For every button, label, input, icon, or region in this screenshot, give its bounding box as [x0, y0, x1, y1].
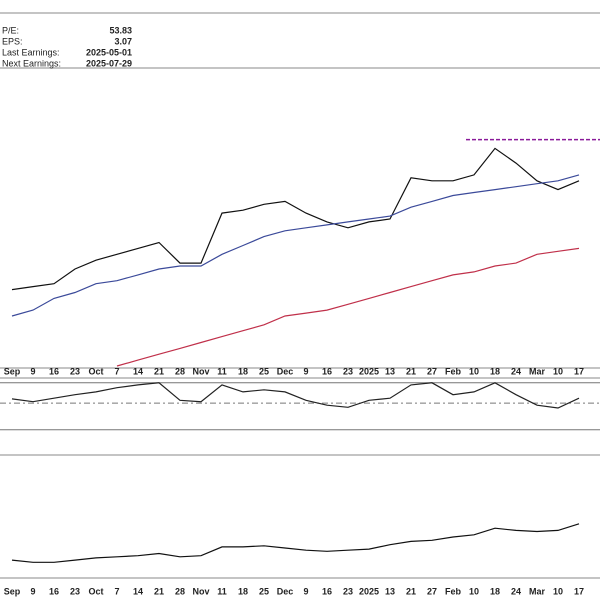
x-tick-label: 25	[259, 586, 269, 596]
x-tick-label: 18	[238, 586, 248, 596]
x-tick-label: 21	[154, 366, 164, 376]
x-tick-label: 25	[259, 366, 269, 376]
x-tick-label: 21	[406, 586, 416, 596]
x-tick-label: 10	[469, 586, 479, 596]
x-tick-label: 10	[553, 366, 563, 376]
x-tick-label: 18	[238, 366, 248, 376]
series-line	[11, 382, 580, 409]
info-label: EPS:	[2, 36, 23, 46]
x-tick-label: 9	[303, 586, 308, 596]
x-tick-label: Oct	[88, 586, 103, 596]
x-tick-label: Nov	[192, 586, 209, 596]
x-tick-label: 16	[322, 366, 332, 376]
x-tick-label: Mar	[529, 586, 546, 596]
x-tick-label: 11	[217, 366, 227, 376]
x-tick-label: 28	[175, 366, 185, 376]
x-tick-label: 23	[70, 366, 80, 376]
x-tick-label: 18	[490, 366, 500, 376]
info-value: 3.07	[114, 36, 132, 46]
x-tick-label: 9	[303, 366, 308, 376]
x-tick-label: 24	[511, 586, 521, 596]
x-tick-label: 7	[114, 366, 119, 376]
info-value: 53.83	[109, 25, 132, 35]
x-tick-label: 23	[70, 586, 80, 596]
x-tick-label: 18	[490, 586, 500, 596]
info-label: Last Earnings:	[2, 47, 60, 57]
x-tick-label: 14	[133, 366, 143, 376]
x-tick-label: Dec	[277, 366, 294, 376]
x-tick-label: 27	[427, 366, 437, 376]
series-line	[11, 523, 580, 563]
x-tick-label: 21	[406, 366, 416, 376]
x-tick-label: Feb	[445, 586, 462, 596]
series-line	[11, 174, 580, 317]
x-tick-label: 10	[469, 366, 479, 376]
x-tick-label: 28	[175, 586, 185, 596]
x-tick-label: Oct	[88, 366, 103, 376]
series-line	[116, 247, 580, 367]
x-tick-label: 27	[427, 586, 437, 596]
x-tick-label: Mar	[529, 366, 546, 376]
x-tick-label: 23	[343, 586, 353, 596]
x-tick-label: 10	[553, 586, 563, 596]
x-tick-label: 9	[30, 366, 35, 376]
x-tick-label: 11	[217, 586, 227, 596]
x-tick-label: Sep	[4, 586, 21, 596]
info-label: Next Earnings:	[2, 58, 61, 68]
x-tick-label: 24	[511, 366, 521, 376]
x-tick-label: 17	[574, 586, 584, 596]
info-value: 2025-07-29	[86, 58, 132, 68]
x-tick-label: 16	[322, 586, 332, 596]
x-tick-label: 2025	[359, 586, 379, 596]
x-tick-label: Feb	[445, 366, 462, 376]
x-tick-label: 13	[385, 366, 395, 376]
x-tick-label: Sep	[4, 366, 21, 376]
x-tick-label: 21	[154, 586, 164, 596]
info-label: P/E:	[2, 25, 19, 35]
x-tick-label: 23	[343, 366, 353, 376]
x-tick-label: 9	[30, 586, 35, 596]
x-tick-label: 2025	[359, 366, 379, 376]
x-tick-label: 16	[49, 366, 59, 376]
x-tick-label: Dec	[277, 586, 294, 596]
x-tick-label: 7	[114, 586, 119, 596]
x-tick-label: Nov	[192, 366, 209, 376]
x-tick-label: 13	[385, 586, 395, 596]
info-value: 2025-05-01	[86, 47, 132, 57]
x-tick-label: 17	[574, 366, 584, 376]
x-tick-label: 14	[133, 586, 143, 596]
series-line	[11, 147, 580, 291]
x-tick-label: 16	[49, 586, 59, 596]
